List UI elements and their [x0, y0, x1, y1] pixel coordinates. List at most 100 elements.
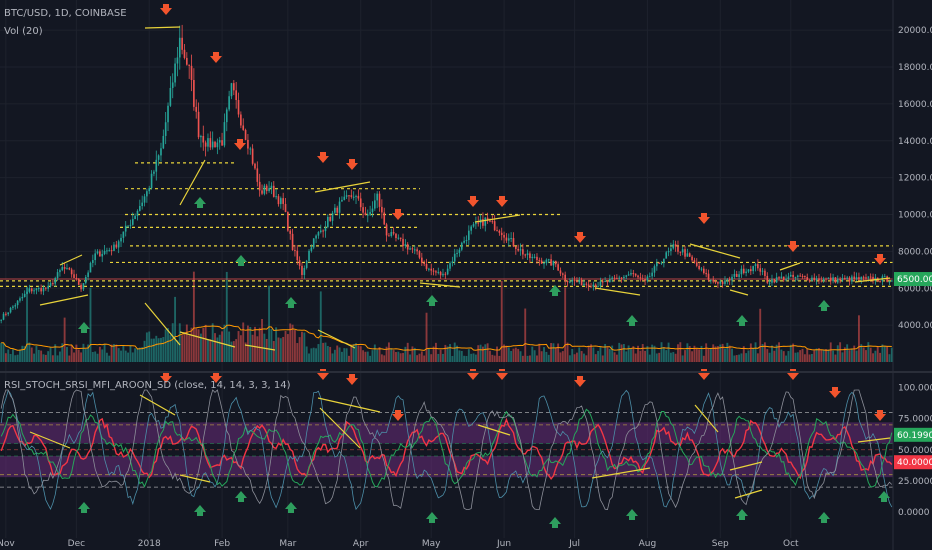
candle-body	[599, 281, 602, 287]
volume-bar-356	[836, 345, 839, 362]
sell-arrow-icon-12	[160, 372, 172, 383]
volume-bar-119	[279, 338, 282, 362]
candle-13	[30, 287, 33, 294]
candle-body	[364, 212, 367, 216]
candle-195	[458, 247, 461, 257]
volume-bar-173	[406, 342, 409, 362]
volume-bar-149	[350, 346, 353, 362]
volume-bar-309	[726, 342, 729, 362]
volume-bar-58	[136, 348, 139, 362]
volume-bar-366	[860, 344, 863, 362]
volume-bar-333	[782, 351, 785, 362]
candle-body	[84, 277, 87, 284]
candle-body	[836, 278, 839, 283]
candle-152	[357, 189, 360, 201]
volume-bar-331	[778, 342, 780, 362]
candle-240	[564, 271, 566, 286]
candle-8	[19, 296, 21, 303]
candle-body	[254, 163, 256, 169]
volume-bar-105	[246, 325, 249, 362]
volume-bar-143	[336, 345, 339, 362]
volume-bar-3	[7, 349, 10, 362]
volume-bar-235	[552, 343, 555, 362]
candle-185	[435, 270, 437, 276]
candle-356	[836, 275, 839, 284]
candle-body	[411, 248, 414, 250]
volume-bar-193	[453, 342, 456, 362]
indicator-value-1: 40.0000	[897, 458, 932, 468]
candle-body	[651, 272, 653, 277]
candle-211	[496, 226, 498, 232]
candle-61	[143, 193, 146, 207]
candle-body	[872, 276, 874, 281]
candle-body	[829, 277, 832, 282]
volume-bar-321	[754, 342, 757, 362]
candle-376	[883, 273, 886, 278]
volume-bar-353	[829, 342, 832, 362]
candle-body	[547, 259, 550, 261]
candle-body	[21, 296, 24, 299]
candle-145	[341, 196, 343, 202]
volume-bar-157	[369, 355, 372, 362]
candle-body	[327, 216, 329, 228]
volume-bar-219	[514, 347, 517, 362]
candle-body	[228, 96, 230, 110]
candle-body	[714, 281, 717, 283]
volume-bar-158	[371, 350, 374, 362]
volume-bar-26	[61, 343, 64, 362]
volume-bar-56	[131, 352, 134, 362]
candle-114	[268, 181, 270, 193]
time-axis-tick-8: Jul	[568, 539, 580, 549]
candle-230	[540, 257, 543, 264]
volume-bar-55	[129, 345, 132, 362]
candle-206	[484, 216, 487, 232]
candle-324	[761, 267, 764, 276]
candle-327	[768, 279, 771, 287]
volume-bar-207	[486, 343, 489, 362]
trendline-24	[729, 461, 763, 471]
candle-124	[291, 228, 294, 251]
trendline-1	[39, 294, 89, 306]
buy-arrow-icon-7	[736, 315, 748, 326]
candle-body	[848, 277, 851, 282]
candle-body	[677, 246, 679, 252]
candle-113	[265, 183, 268, 195]
candle-73	[171, 73, 174, 99]
candle-316	[742, 264, 745, 275]
candle-85	[200, 134, 202, 148]
candle-body	[204, 142, 207, 147]
candle-82	[193, 68, 195, 111]
sell-arrow-icon-7	[496, 196, 508, 207]
volume-bar-8	[19, 349, 21, 362]
candle-body	[552, 260, 555, 266]
candle-body	[54, 278, 57, 284]
candle-20	[47, 282, 49, 292]
volume-bar-43	[101, 349, 104, 362]
candle-378	[888, 280, 891, 286]
sell-arrow-icon-10	[787, 241, 799, 252]
volume-bar-64	[150, 338, 153, 362]
candle-146	[343, 190, 346, 201]
indicator-axis-tick-0: 0.0000	[898, 508, 930, 518]
candle-body	[35, 288, 38, 291]
volume-bar-301	[707, 348, 710, 362]
candle-321	[754, 262, 757, 272]
volume-bar-194	[456, 345, 459, 362]
candle-117	[275, 189, 277, 200]
candle-body	[270, 185, 273, 189]
candle-body	[350, 195, 353, 197]
volume-bar-18	[42, 354, 45, 362]
candle-100	[235, 81, 237, 109]
volume-bar-277	[651, 344, 654, 362]
volume-bar-222	[521, 355, 524, 362]
candle-body	[75, 277, 78, 279]
candle-218	[512, 232, 515, 248]
volume-bar-135	[317, 344, 320, 362]
candle-body	[127, 225, 129, 227]
candle-body	[59, 270, 61, 273]
candle-body	[529, 253, 531, 259]
volume-bar-2	[4, 353, 7, 362]
indicator-title[interactable]: RSI_STOCH_SRSI_MFI_AROON_SD (close, 14, …	[4, 380, 291, 391]
candle-265	[623, 274, 625, 281]
